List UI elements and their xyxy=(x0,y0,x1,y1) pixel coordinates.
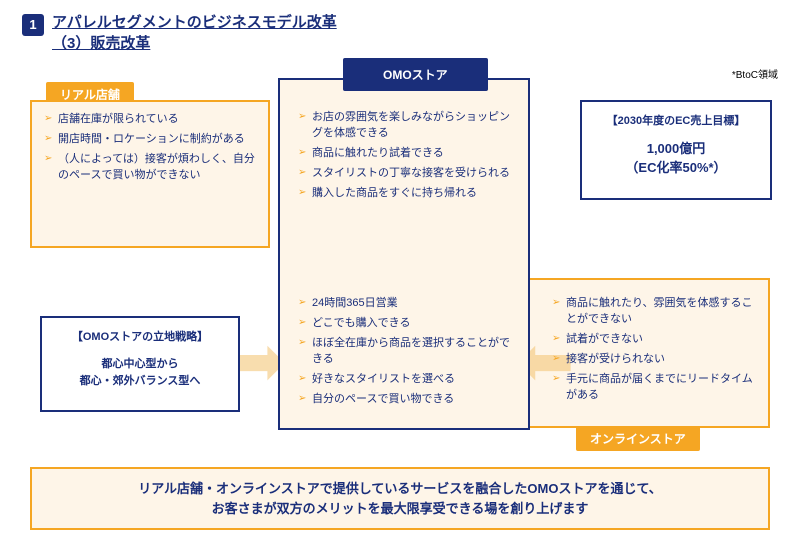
list-item: ほぼ全在庫から商品を選択することができる xyxy=(298,336,510,368)
target-value: 1,000億円 xyxy=(594,138,758,157)
footer-line-1: リアル店舗・オンラインストアで提供しているサービスを融合したOMOストアを通じて… xyxy=(138,481,662,496)
strategy-heading: 【OMOストアの立地戦略】 xyxy=(54,328,226,344)
target-sub: （EC化率50%*） xyxy=(594,157,758,176)
footer-message: リアル店舗・オンラインストアで提供しているサービスを融合したOMOストアを通じて… xyxy=(30,467,770,530)
list-item: 手元に商品が届くまでにリードタイムがある xyxy=(552,372,756,404)
box-online-store: 商品に触れたり、雰囲気を体感することができない試着ができない接客が受けられない手… xyxy=(540,286,768,420)
title-line-2: （3）販売改革 xyxy=(52,35,150,52)
list-item: 24時間365日営業 xyxy=(298,296,510,312)
list-item: 好きなスタイリストを選べる xyxy=(298,372,510,388)
list-item: （人によっては）接客が煩わしく、自分のペースで買い物ができない xyxy=(44,152,256,184)
list-real: 店舗在庫が限られている開店時間・ロケーションに制約がある （人によっては）接客が煩… xyxy=(44,112,256,184)
list-item: 自分のペースで買い物できる xyxy=(298,392,510,408)
footer-line-2: お客さまが双方のメリットを最大限享受できる場を創り上げます xyxy=(212,501,589,516)
title-line-1: アパレルセグメントのビジネスモデル改革 xyxy=(52,14,337,31)
list-item: 商品に触れたり試着できる xyxy=(298,146,510,162)
list-item: 店舗在庫が限られている xyxy=(44,112,256,128)
target-heading: 【2030年度のEC売上目標】 xyxy=(594,112,758,128)
strategy-line-2: 都心・郊外バランス型へ xyxy=(54,373,226,390)
box-location-strategy: 【OMOストアの立地戦略】 都心中心型から 都心・郊外バランス型へ xyxy=(40,316,240,412)
strategy-line-1: 都心中心型から xyxy=(54,356,226,373)
page-title: アパレルセグメントのビジネスモデル改革 （3）販売改革 xyxy=(52,12,337,54)
tab-online-store: オンラインストア xyxy=(576,426,700,451)
list-online: 商品に触れたり、雰囲気を体感することができない試着ができない接客が受けられない手… xyxy=(552,296,756,404)
tab-omo-store: OMOストア xyxy=(343,58,488,91)
box-ec-target: 【2030年度のEC売上目標】 1,000億円 （EC化率50%*） xyxy=(580,100,772,200)
box-omo-upper: お店の雰囲気を楽しみながらショッピングを体感できる商品に触れたり試着できるスタイ… xyxy=(286,100,522,248)
list-item: 試着ができない xyxy=(552,332,756,348)
list-item: 開店時間・ロケーションに制約がある xyxy=(44,132,256,148)
list-item: スタイリストの丁寧な接客を受けられる xyxy=(298,166,510,182)
list-item: お店の雰囲気を楽しみながらショッピングを体感できる xyxy=(298,110,510,142)
box-real-store: 店舗在庫が限られている開店時間・ロケーションに制約がある （人によっては）接客が煩… xyxy=(30,100,270,248)
section-number-badge: 1 xyxy=(22,14,44,36)
list-omo-upper: お店の雰囲気を楽しみながらショッピングを体感できる商品に触れたり試着できるスタイ… xyxy=(298,110,510,202)
list-item: 購入した商品をすぐに持ち帰れる xyxy=(298,186,510,202)
list-item: 接客が受けられない xyxy=(552,352,756,368)
note-btc: *BtoC領域 xyxy=(732,66,778,81)
box-omo-lower: 24時間365日営業どこでも購入できるほぼ全在庫から商品を選択することができる好… xyxy=(286,286,522,420)
list-item: 商品に触れたり、雰囲気を体感することができない xyxy=(552,296,756,328)
list-omo-lower: 24時間365日営業どこでも購入できるほぼ全在庫から商品を選択することができる好… xyxy=(298,296,510,408)
list-item: どこでも購入できる xyxy=(298,316,510,332)
